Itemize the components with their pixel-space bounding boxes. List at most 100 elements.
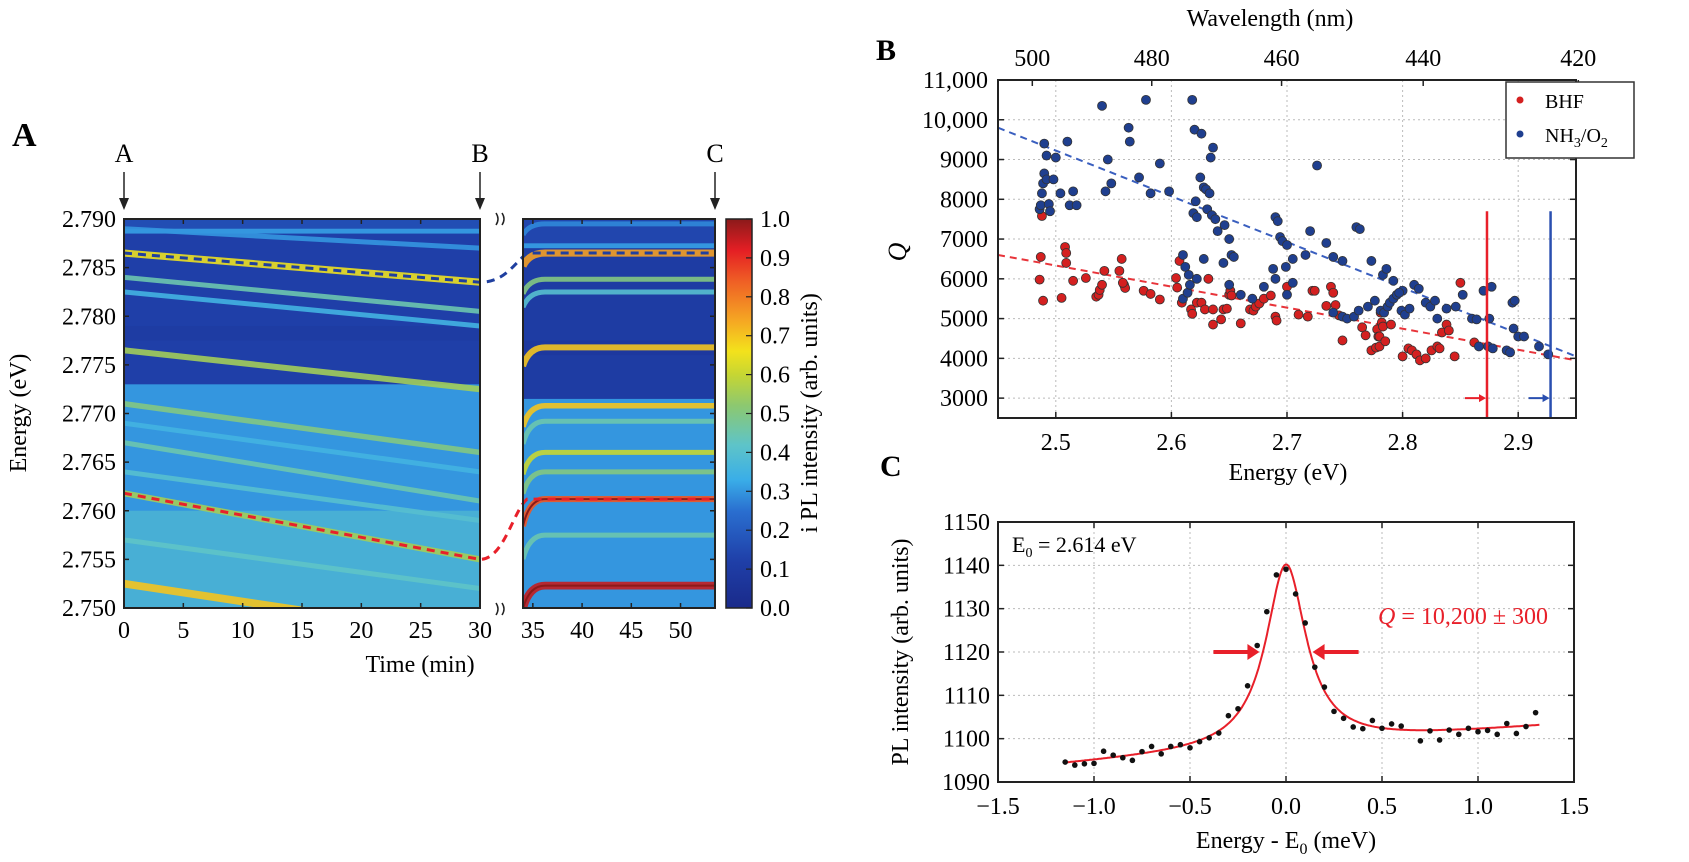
data-point-nh3o2: [1282, 289, 1292, 300]
x-tick-label: 0: [118, 618, 130, 644]
data-point: [1513, 730, 1520, 737]
data-point: [1350, 724, 1356, 730]
data-point: [1456, 731, 1462, 738]
cutoff-arrow-head-icon: [1478, 394, 1486, 403]
data-point-nh3o2: [1272, 216, 1283, 227]
heatmap-band: [523, 532, 715, 560]
data-point: [1484, 727, 1491, 734]
data-point-nh3o2: [1268, 263, 1279, 274]
y-tick-label: 8000: [940, 187, 988, 213]
data-point: [1158, 751, 1164, 757]
x-tick-label: 15: [290, 618, 314, 644]
data-point-nh3o2: [1430, 295, 1440, 306]
data-point-bhf: [1203, 273, 1214, 284]
data-point-nh3o2: [1190, 196, 1201, 207]
heatmap-y-axis-label: Energy (eV): [6, 354, 32, 473]
data-point-bhf: [1154, 294, 1165, 305]
y-tick-label: 2.785: [62, 256, 116, 282]
y-tick-label: 5000: [940, 307, 988, 333]
data-point-bhf: [1360, 330, 1371, 341]
x-tick-label: 35: [521, 618, 545, 644]
data-point-nh3o2: [1062, 136, 1073, 147]
data-point-nh3o2: [1196, 128, 1207, 139]
x-tick-label: 1.0: [1463, 794, 1493, 820]
data-point-nh3o2: [1487, 343, 1498, 354]
data-point-nh3o2: [1102, 154, 1113, 165]
data-point-nh3o2: [1247, 293, 1258, 304]
data-point-nh3o2: [1486, 281, 1497, 292]
data-point: [1379, 725, 1385, 732]
data-point-nh3o2: [1235, 289, 1246, 300]
data-point: [1273, 572, 1280, 578]
x-tick-label: 2.7: [1272, 430, 1302, 456]
data-point: [1292, 591, 1299, 597]
fwhm-arrow-left-head-icon: [1247, 644, 1260, 660]
data-point-nh3o2: [1219, 220, 1230, 231]
panel-a-heatmap: 2.750 2.755 2.760 2.765 2.770 2.775 2.780 2.785…: [6, 139, 823, 678]
panel-b-scatter: 2.5 2.6 2.7 2.8 2.9 3000 4000 5000 6000 7000 8000 9…: [883, 6, 1635, 486]
heatmap-band: [124, 347, 480, 393]
heatmap-band: [523, 449, 715, 476]
heatmap-band: [124, 469, 480, 523]
data-point-bhf: [1208, 319, 1218, 330]
colorbar-tick-label: 0.9: [760, 246, 790, 272]
data-point-nh3o2: [1381, 263, 1392, 274]
colorbar-tick-label: 0.2: [760, 518, 790, 544]
heatmap-band: [523, 469, 715, 495]
panel-label-b: B: [876, 34, 896, 67]
data-point-nh3o2: [1045, 206, 1055, 217]
data-point-bhf: [1386, 319, 1396, 330]
data-point-nh3o2: [1287, 277, 1298, 288]
data-point-nh3o2: [1037, 188, 1047, 199]
data-point-nh3o2: [1519, 331, 1529, 342]
data-point-bhf: [1380, 336, 1391, 347]
data-point: [1206, 735, 1212, 741]
data-point-bhf: [1293, 309, 1304, 320]
data-point-bhf: [1337, 335, 1348, 346]
data-point-bhf: [1145, 289, 1156, 299]
y-tick-label: 4000: [940, 346, 988, 372]
heatmap-band: [124, 289, 480, 329]
legend-marker-bhf: [1516, 96, 1524, 104]
heatmap-x-axis-label: Time (min): [365, 652, 474, 678]
panel-label-a: A: [12, 117, 37, 154]
lorentzian-fit-curve: [1065, 563, 1540, 764]
axis-break-top-icon: [495, 212, 505, 226]
data-point-nh3o2: [1282, 240, 1292, 250]
heatmap-band: [523, 402, 715, 428]
data-point-nh3o2: [1218, 258, 1229, 268]
data-point-bhf: [1035, 252, 1046, 262]
y-tick-label: 1110: [944, 683, 990, 709]
data-point-nh3o2: [1473, 341, 1484, 352]
data-point: [1369, 717, 1376, 724]
data-point-nh3o2: [1055, 188, 1066, 199]
data-point-nh3o2: [1505, 347, 1516, 358]
data-point-nh3o2: [1048, 174, 1059, 185]
data-point-nh3o2: [1328, 307, 1339, 318]
colorbar-ticks: 0.0 0.1 0.2 0.3 0.4 0.5 0.6 0.7 0.8 0.9 1.0: [746, 207, 790, 622]
y-tick-label: 1100: [943, 727, 990, 753]
data-point: [1254, 642, 1260, 649]
fwhm-arrows: [1213, 644, 1359, 660]
data-point-nh3o2: [1187, 94, 1198, 105]
data-point: [1532, 709, 1539, 716]
data-point-bhf: [1378, 321, 1388, 332]
x-tick-label: 5: [177, 618, 189, 644]
heatmap-axes: 2.750 2.755 2.760 2.765 2.770 2.775 2.780 2.785…: [62, 207, 715, 644]
data-point: [1264, 608, 1270, 615]
data-point-nh3o2: [1068, 186, 1079, 197]
data-point-nh3o2: [1366, 256, 1377, 266]
heatmap-band: [523, 289, 715, 309]
y-tick-label: 10,000: [922, 108, 988, 134]
heatmap-band: [124, 440, 480, 504]
data-point-nh3o2: [1534, 341, 1544, 352]
colorbar-tick-label: 0.8: [760, 285, 790, 311]
colorbar-tick-label: 0.5: [760, 402, 790, 428]
data-point-bhf: [1061, 248, 1072, 258]
data-point-bhf: [1397, 351, 1408, 362]
data-point: [1523, 723, 1529, 730]
data-point: [1129, 757, 1136, 764]
x-tick-label: −1.0: [1072, 794, 1116, 820]
heatmap-band: [523, 276, 715, 295]
data-point-bhf: [1226, 290, 1237, 301]
